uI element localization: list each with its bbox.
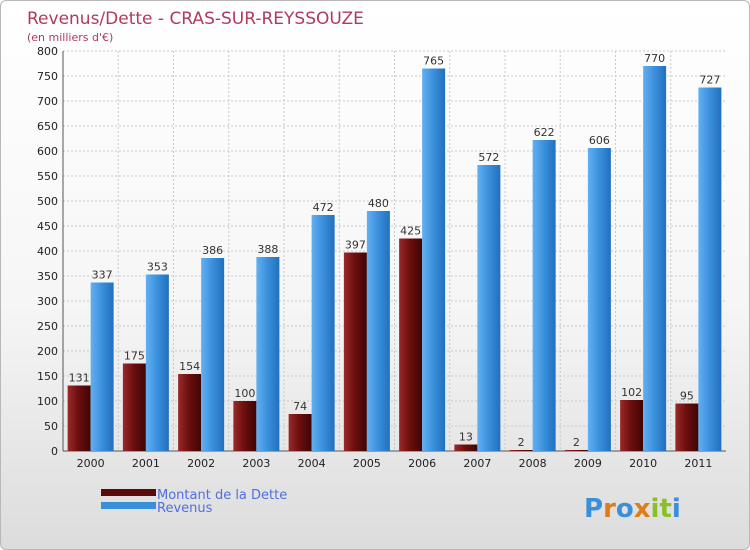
- y-tick-label: 200: [37, 345, 58, 358]
- bars: [67, 66, 722, 451]
- data-label: 337: [92, 269, 113, 282]
- data-labels: 131 337 175 353 154 386 100 388 74 472 397 480 425 76…: [69, 52, 721, 449]
- bar-revenus: [587, 148, 611, 451]
- y-tick-label: 250: [37, 320, 58, 333]
- data-label: 353: [147, 261, 168, 274]
- bar-revenus: [145, 274, 169, 451]
- data-label: 606: [589, 134, 610, 147]
- bar-revenus: [477, 165, 501, 451]
- data-label: 425: [400, 225, 421, 238]
- gridlines: [63, 50, 726, 451]
- legend-label-revenus: Revenus: [157, 501, 213, 516]
- x-tick-label: 2011: [684, 457, 712, 470]
- data-label: 13: [459, 431, 473, 444]
- x-tick-label: 2010: [629, 457, 657, 470]
- data-label: 95: [680, 390, 694, 403]
- bar-dette: [122, 363, 146, 451]
- chart-title: Revenus/Dette - CRAS-SUR-REYSSOUZE: [27, 9, 364, 29]
- data-label: 765: [423, 55, 444, 68]
- bar-dette: [399, 238, 423, 451]
- bar-dette: [620, 400, 644, 451]
- data-label: 622: [534, 126, 555, 139]
- data-label: 100: [234, 387, 255, 400]
- y-tick-label: 750: [37, 70, 58, 83]
- y-tick-label: 550: [37, 170, 58, 183]
- x-tick-label: 2005: [353, 457, 381, 470]
- legend-swatch-dette: [101, 489, 156, 496]
- x-tick-label: 2009: [574, 457, 602, 470]
- x-tick-label: 2004: [298, 457, 326, 470]
- data-label: 2: [518, 436, 525, 449]
- chart-subtitle: (en milliers d'€): [27, 31, 113, 44]
- y-tick-label: 150: [37, 370, 58, 383]
- y-tick-label: 350: [37, 270, 58, 283]
- data-label: 480: [368, 197, 389, 210]
- data-label: 770: [644, 52, 665, 65]
- bar-revenus: [311, 215, 335, 451]
- bar-revenus: [366, 211, 390, 451]
- bar-dette: [288, 414, 312, 451]
- y-tick-label: 800: [37, 45, 58, 58]
- data-label: 397: [345, 239, 366, 252]
- bar-revenus: [698, 87, 722, 451]
- y-tick-label: 500: [37, 195, 58, 208]
- data-label: 175: [124, 350, 145, 363]
- proxiti-logo: Proxiti: [584, 494, 681, 524]
- data-label: 131: [69, 372, 90, 385]
- y-tick-label: 0: [51, 445, 58, 458]
- data-label: 472: [313, 201, 334, 214]
- data-label: 154: [179, 360, 200, 373]
- data-label: 727: [699, 74, 720, 87]
- bar-revenus: [90, 282, 114, 451]
- data-label: 2: [573, 436, 580, 449]
- data-label: 388: [257, 243, 278, 256]
- x-tick-label: 2002: [187, 457, 215, 470]
- bar-revenus: [532, 140, 556, 451]
- data-label: 74: [293, 400, 307, 413]
- bar-dette: [233, 401, 257, 451]
- data-label: 386: [202, 244, 223, 257]
- x-tick-label: 2000: [77, 457, 105, 470]
- y-tick-label: 600: [37, 145, 58, 158]
- axes: 0 50 100 150 200 250 300 350 400 450 500 550 600 650 7…: [37, 45, 726, 470]
- y-tick-label: 400: [37, 245, 58, 258]
- bar-revenus: [256, 257, 280, 451]
- bar-dette: [178, 374, 202, 451]
- data-label: 102: [621, 386, 642, 399]
- legend-label-dette: Montant de la Dette: [157, 488, 287, 503]
- bar-dette: [67, 385, 91, 451]
- y-tick-label: 50: [44, 420, 58, 433]
- bar-dette: [343, 252, 367, 451]
- y-tick-label: 450: [37, 220, 58, 233]
- x-tick-label: 2001: [132, 457, 160, 470]
- bar-revenus: [643, 66, 667, 451]
- y-tick-label: 700: [37, 95, 58, 108]
- y-tick-label: 100: [37, 395, 58, 408]
- bar-dette: [564, 450, 588, 451]
- bar-dette: [509, 450, 533, 451]
- legend-swatch-revenus: [101, 502, 156, 509]
- bar-dette: [675, 403, 699, 451]
- x-tick-label: 2003: [242, 457, 270, 470]
- x-tick-label: 2006: [408, 457, 436, 470]
- x-tick-label: 2007: [463, 457, 491, 470]
- y-tick-label: 650: [37, 120, 58, 133]
- bar-revenus: [201, 258, 225, 451]
- bar-dette: [454, 444, 478, 451]
- x-tick-label: 2008: [519, 457, 547, 470]
- data-label: 572: [478, 151, 499, 164]
- y-tick-label: 300: [37, 295, 58, 308]
- bar-revenus: [422, 68, 446, 451]
